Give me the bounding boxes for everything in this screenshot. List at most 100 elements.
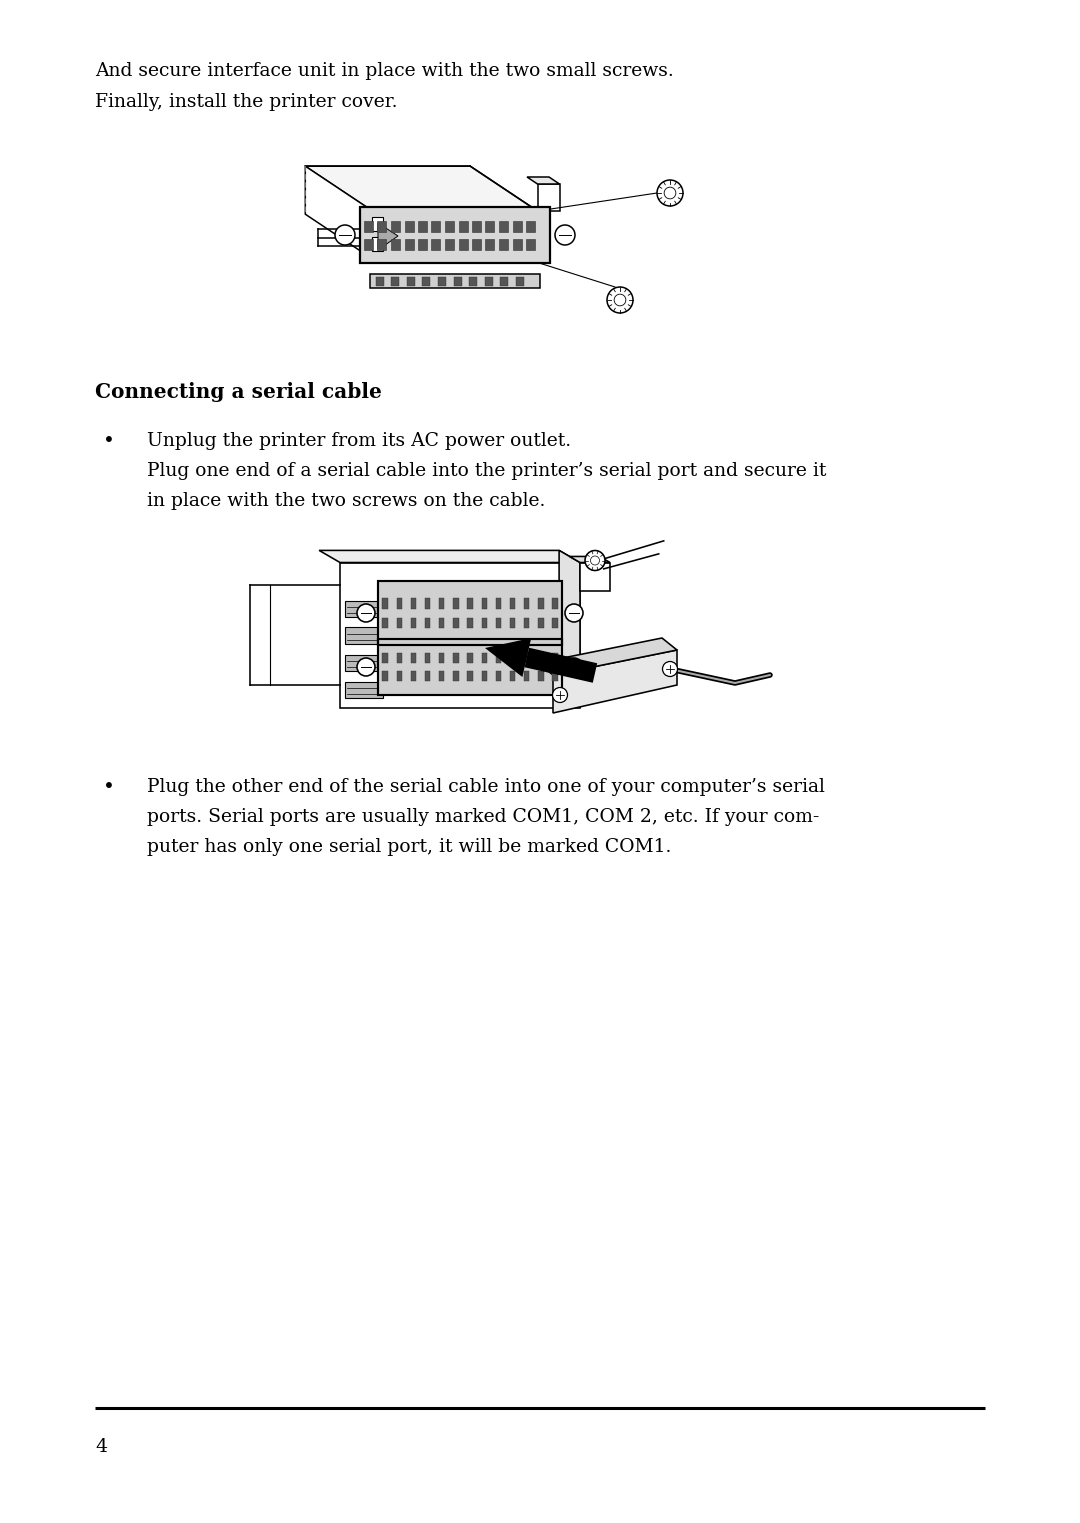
Bar [482, 653, 487, 663]
Polygon shape [527, 177, 559, 184]
Bar [396, 617, 402, 629]
Bar [396, 672, 402, 681]
Polygon shape [378, 640, 562, 694]
Bar [391, 239, 400, 250]
Bar [396, 597, 402, 609]
Bar [526, 221, 535, 231]
Bar [391, 277, 400, 286]
Bar [510, 617, 515, 629]
Bar [486, 221, 495, 231]
Bar [526, 239, 535, 250]
Text: Plug the other end of the serial cable into one of your computer’s serial: Plug the other end of the serial cable i… [147, 778, 825, 797]
Polygon shape [538, 184, 559, 212]
Bar [524, 672, 529, 681]
Bar [410, 617, 416, 629]
Bar [382, 597, 388, 609]
Bar [364, 239, 373, 250]
Circle shape [553, 687, 567, 702]
Circle shape [657, 180, 683, 206]
Bar [438, 277, 446, 286]
Bar [372, 218, 383, 231]
Bar [513, 221, 522, 231]
Circle shape [664, 187, 676, 200]
Bar [472, 239, 481, 250]
Circle shape [585, 550, 605, 571]
Bar [405, 221, 414, 231]
Bar [538, 653, 543, 663]
Bar [391, 221, 400, 231]
Polygon shape [559, 550, 580, 708]
Bar [499, 239, 508, 250]
Polygon shape [345, 627, 383, 644]
Bar [405, 239, 414, 250]
Polygon shape [370, 274, 540, 288]
Bar [469, 277, 477, 286]
Bar [410, 597, 416, 609]
Bar [459, 239, 468, 250]
Bar [454, 617, 459, 629]
Polygon shape [340, 562, 580, 708]
Bar [459, 221, 468, 231]
Bar [482, 672, 487, 681]
Text: Finally, install the printer cover.: Finally, install the printer cover. [95, 93, 397, 111]
Bar [496, 672, 501, 681]
Bar [440, 672, 444, 681]
Bar [468, 617, 473, 629]
Bar [418, 221, 427, 231]
Bar [364, 221, 373, 231]
Bar [426, 617, 430, 629]
Text: Connecting a serial cable: Connecting a serial cable [95, 382, 382, 402]
Polygon shape [538, 638, 677, 675]
Bar [538, 617, 543, 629]
Circle shape [565, 605, 583, 621]
Bar [426, 653, 430, 663]
Bar [482, 617, 487, 629]
Bar [440, 617, 444, 629]
Polygon shape [485, 638, 531, 678]
Polygon shape [378, 580, 562, 646]
Polygon shape [373, 212, 538, 259]
Bar [553, 672, 557, 681]
Bar [510, 653, 515, 663]
Bar [486, 239, 495, 250]
Bar [553, 597, 557, 609]
Bar [454, 597, 459, 609]
Bar [378, 239, 387, 250]
Polygon shape [319, 550, 580, 562]
Bar [496, 597, 501, 609]
Polygon shape [580, 562, 610, 591]
Text: ports. Serial ports are usually marked COM1, COM 2, etc. If your com-: ports. Serial ports are usually marked C… [147, 809, 820, 825]
Bar [468, 597, 473, 609]
Polygon shape [553, 650, 677, 713]
Circle shape [335, 225, 355, 245]
Text: •: • [103, 433, 114, 451]
Bar [538, 597, 543, 609]
Circle shape [591, 556, 599, 565]
Polygon shape [569, 556, 610, 562]
Bar [472, 221, 481, 231]
Polygon shape [360, 207, 550, 263]
Circle shape [357, 658, 375, 676]
Text: puter has only one serial port, it will be marked COM1.: puter has only one serial port, it will … [147, 838, 672, 856]
Bar [410, 653, 416, 663]
Bar [499, 221, 508, 231]
Bar [524, 653, 529, 663]
Bar [445, 221, 454, 231]
Text: 4: 4 [95, 1438, 107, 1456]
Bar [513, 239, 522, 250]
Bar [485, 277, 492, 286]
Bar [372, 238, 383, 251]
Bar [407, 277, 415, 286]
Bar [496, 617, 501, 629]
Circle shape [555, 225, 575, 245]
Polygon shape [345, 655, 383, 670]
Circle shape [607, 286, 633, 314]
Circle shape [357, 605, 375, 621]
Bar [445, 239, 454, 250]
Polygon shape [378, 222, 399, 250]
Polygon shape [345, 681, 383, 698]
Bar [468, 653, 473, 663]
Bar [426, 672, 430, 681]
Bar [553, 653, 557, 663]
Bar [422, 277, 431, 286]
